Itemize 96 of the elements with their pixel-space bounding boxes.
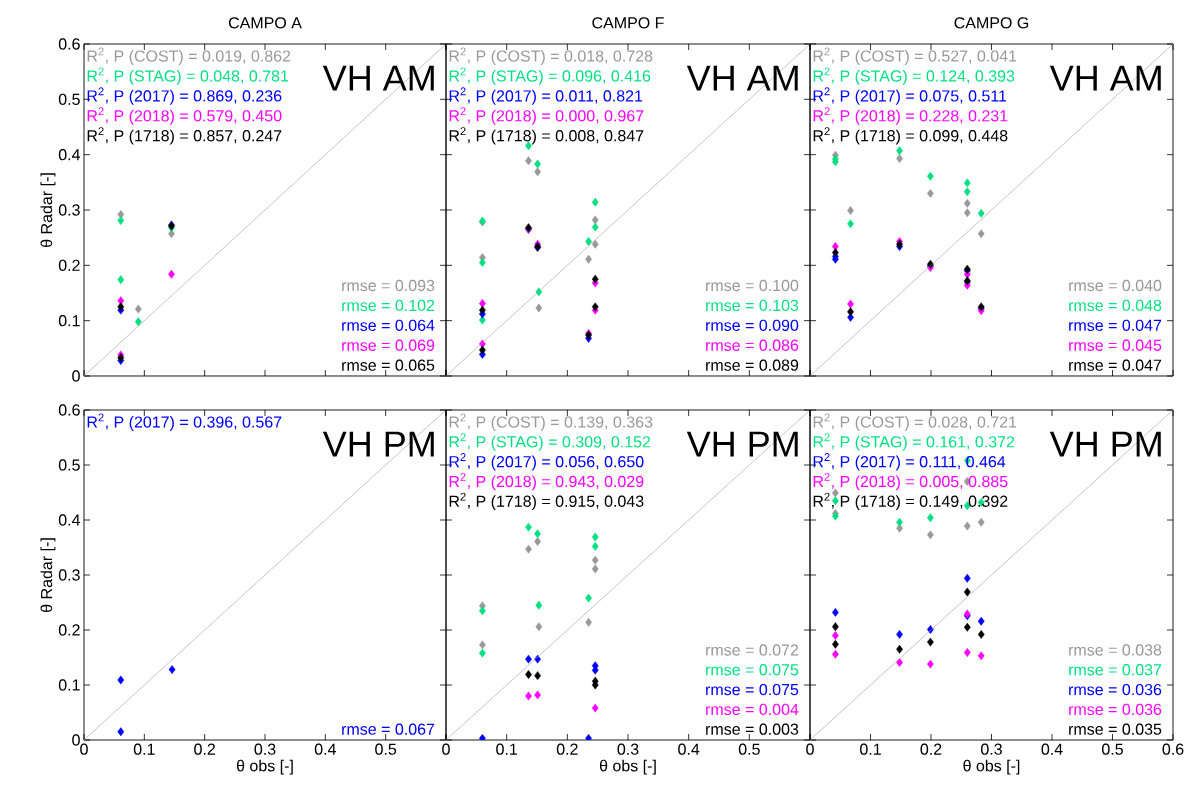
x-tick-label: 0.3 (254, 743, 276, 755)
y-tick-label: 0.2 (58, 259, 80, 271)
annotation: R$^{2}$, P (STAG) = 0.161, 0.372 (813, 433, 1015, 451)
x-tick-label: 0.3 (617, 743, 639, 755)
x-tick-label: 0.2 (920, 743, 942, 755)
x-tick-label: 0.5 (1102, 743, 1123, 755)
annotation: rmse = 0.048 (1069, 299, 1162, 312)
chart-title: CAMPO A (228, 17, 302, 29)
annotation: rmse = 0.075 (706, 683, 799, 696)
annotation: R$^{2}$, P (2018) = 0.228, 0.231 (813, 107, 1008, 125)
chart-title: CAMPO G (954, 17, 1029, 29)
x-tick-label: 0.1 (860, 743, 881, 755)
annotation: rmse = 0.040 (1069, 279, 1162, 292)
annotation: VH PM (322, 431, 434, 457)
annotation: R$^{2}$, P (1718) = 0.099, 0.448 (813, 127, 1008, 145)
y-tick-label: 0.6 (58, 38, 80, 50)
annotation: rmse = 0.086 (706, 339, 799, 351)
annotation: VH PM (686, 431, 798, 457)
annotation: R$^{2}$, P (2018) = 0.000, 0.967 (449, 107, 644, 125)
annotation: VH AM (686, 65, 798, 91)
annotation: rmse = 0.069 (342, 339, 435, 351)
x-axis-title: θ obs [-] (236, 759, 293, 775)
annotation: R$^{2}$, P (2017) = 0.869, 0.236 (87, 87, 282, 105)
annotation: rmse = 0.102 (342, 299, 435, 312)
annotation: R$^{2}$, P (STAG) = 0.309, 0.152 (449, 433, 651, 451)
x-axis-title: θ obs [-] (963, 759, 1020, 775)
annotation: rmse = 0.003 (706, 723, 799, 735)
x-tick-label: 0.5 (738, 743, 760, 755)
x-tick-label: 0.6 (1162, 743, 1184, 755)
annotation: rmse = 0.004 (706, 703, 799, 716)
annotation: rmse = 0.047 (1069, 359, 1162, 371)
annotation: VH PM (1049, 431, 1161, 457)
annotation: rmse = 0.035 (1069, 723, 1162, 735)
annotation: R$^{2}$, P (STAG) = 0.096, 0.416 (449, 67, 651, 85)
annotation: R$^{2}$, P (STAG) = 0.124, 0.393 (813, 67, 1015, 85)
y-tick-label: 0.4 (58, 514, 81, 526)
annotation: rmse = 0.089 (706, 359, 799, 371)
y-tick-label: 0.5 (58, 93, 80, 105)
annotation: R$^{2}$, P (2017) = 0.396, 0.567 (87, 413, 282, 431)
annotation: rmse = 0.036 (1069, 683, 1162, 696)
annotation: rmse = 0.100 (706, 279, 799, 292)
annotation: R$^{2}$, P (COST) = 0.018, 0.728 (449, 47, 653, 65)
annotation: R$^{2}$, P (COST) = 0.527, 0.041 (813, 47, 1017, 65)
y-tick-label: 0.1 (58, 679, 80, 691)
y-tick-label: 0.1 (58, 315, 80, 327)
x-tick-label: 0.2 (556, 743, 578, 755)
y-tick-label: 0.3 (58, 569, 80, 581)
x-axis-title: θ obs [-] (599, 759, 656, 775)
annotation: R$^{2}$, P (2018) = 0.943, 0.029 (449, 472, 644, 491)
annotation: rmse = 0.037 (1069, 664, 1162, 676)
chart-title: CAMPO F (592, 17, 664, 29)
x-tick-label: 0.4 (678, 743, 700, 755)
annotation: R$^{2}$, P (COST) = 0.019, 0.862 (87, 47, 291, 65)
x-tick-label: 0.2 (194, 743, 215, 755)
x-tick-label: 0.1 (133, 743, 155, 755)
y-tick-label: 0.2 (58, 624, 80, 636)
annotation: R$^{2}$, P (STAG) = 0.048, 0.781 (87, 67, 289, 85)
annotation: R$^{2}$, P (1718) = 0.915, 0.043 (449, 492, 644, 511)
annotation: R$^{2}$, P (2017) = 0.011, 0.821 (449, 87, 643, 105)
annotation: R$^{2}$, P (2017) = 0.075, 0.511 (813, 87, 1007, 105)
y-tick-label: 0.4 (58, 149, 81, 161)
x-tick-label: 0.4 (1041, 743, 1063, 755)
annotation: R$^{2}$, P (2017) = 0.056, 0.650 (449, 453, 644, 471)
annotation: rmse = 0.038 (1069, 644, 1162, 656)
x-tick-label: 0.4 (314, 743, 336, 755)
x-tick-label: 0 (442, 743, 450, 755)
x-tick-label: 0 (806, 743, 814, 755)
annotation: R$^{2}$, P (COST) = 0.139, 0.363 (449, 413, 653, 431)
x-tick-label: 0.3 (981, 743, 1002, 755)
annotation: rmse = 0.075 (706, 664, 799, 676)
annotation: R$^{2}$, P (COST) = 0.028, 0.721 (813, 413, 1017, 431)
x-tick-label: 0.5 (375, 743, 397, 755)
annotation: rmse = 0.065 (342, 359, 435, 371)
annotation: rmse = 0.064 (342, 319, 435, 331)
y-tick-label: 0.5 (58, 459, 80, 471)
annotation: R$^{2}$, P (2018) = 0.579, 0.450 (87, 107, 282, 125)
annotation: VH AM (1049, 65, 1161, 91)
annotation: rmse = 0.047 (1069, 319, 1162, 331)
annotation: rmse = 0.090 (706, 319, 799, 331)
y-axis-title: θ Radar [-] (40, 538, 56, 612)
annotation: rmse = 0.036 (1069, 703, 1162, 716)
annotation: rmse = 0.045 (1069, 339, 1162, 351)
y-axis-title: θ Radar [-] (40, 173, 56, 247)
annotation: rmse = 0.067 (342, 723, 435, 735)
annotation: R$^{2}$, P (1718) = 0.008, 0.847 (449, 127, 644, 145)
annotation: VH AM (322, 65, 434, 91)
annotation: R$^{2}$, P (2018) = 0.005, 0.885 (813, 472, 1008, 491)
annotation: R$^{2}$, P (1718) = 0.857, 0.247 (87, 127, 282, 145)
y-tick-label: 0.6 (58, 404, 80, 416)
y-tick-label: 0 (72, 370, 80, 382)
y-tick-label: 0 (72, 734, 80, 746)
y-tick-label: 0.3 (58, 204, 80, 216)
annotation: rmse = 0.072 (706, 644, 799, 656)
annotation: rmse = 0.093 (342, 279, 435, 292)
x-tick-label: 0.1 (496, 743, 518, 755)
annotation: rmse = 0.103 (706, 299, 799, 312)
